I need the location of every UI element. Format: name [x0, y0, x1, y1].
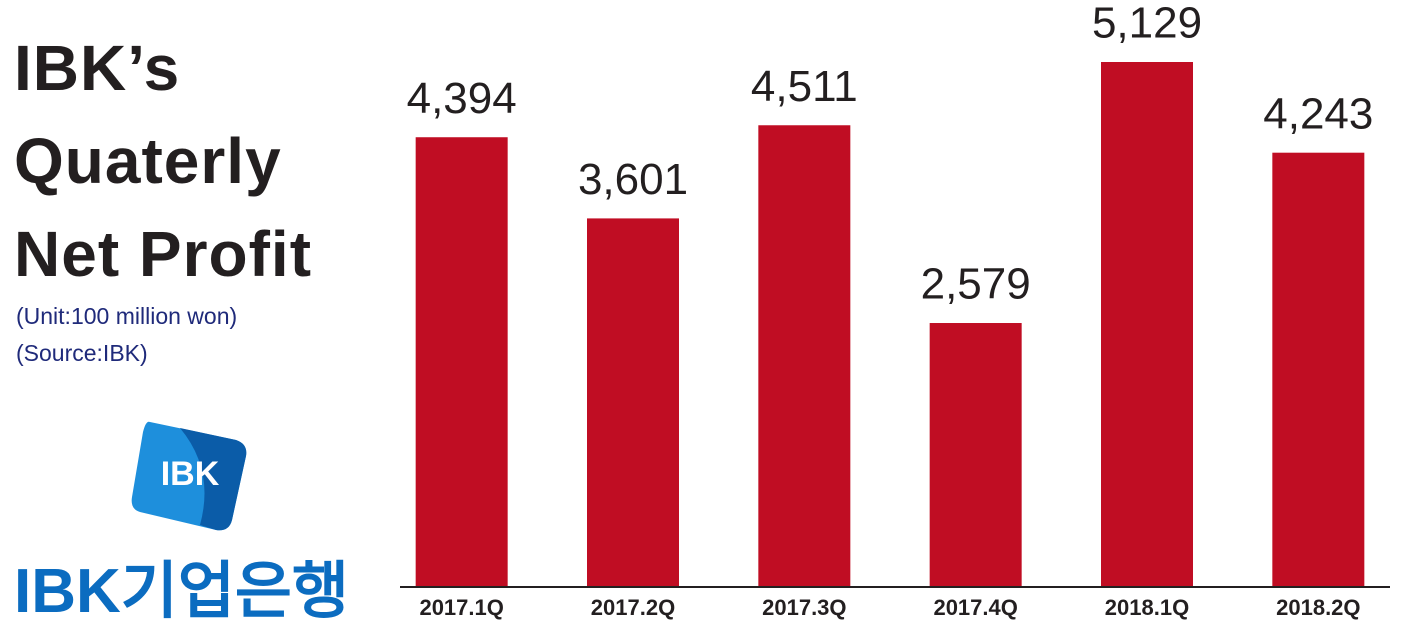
- x-tick-label: 2017.1Q: [419, 595, 503, 620]
- x-tick-label: 2017.2Q: [591, 595, 675, 620]
- logo-mark: IBK: [161, 455, 220, 493]
- logo-icon: IBK: [131, 421, 247, 531]
- bar: [929, 323, 1022, 587]
- value-label: 4,394: [407, 74, 517, 123]
- x-tick-label: 2017.4Q: [933, 595, 1017, 620]
- bar: [1101, 62, 1193, 587]
- value-label: 4,243: [1263, 89, 1373, 138]
- value-label: 4,511: [751, 62, 858, 111]
- value-label: 2,579: [921, 260, 1031, 309]
- bar: [1272, 152, 1365, 587]
- logo-text: IBK기업은행: [14, 557, 349, 626]
- bar: [758, 125, 851, 588]
- chart-title: IBK’s Quaterly Net Profit: [14, 32, 312, 290]
- subtitle: (Unit:100 million won): [16, 303, 238, 329]
- value-label: 5,129: [1092, 0, 1202, 48]
- x-tick-label: 2017.3Q: [762, 595, 846, 620]
- x-tick-label: 2018.2Q: [1276, 595, 1360, 620]
- bar: [587, 218, 679, 587]
- subtitle: (Source:IBK): [16, 340, 148, 366]
- x-tick-label: 2018.1Q: [1105, 595, 1189, 620]
- bar: [415, 137, 508, 588]
- value-label: 3,601: [578, 155, 688, 204]
